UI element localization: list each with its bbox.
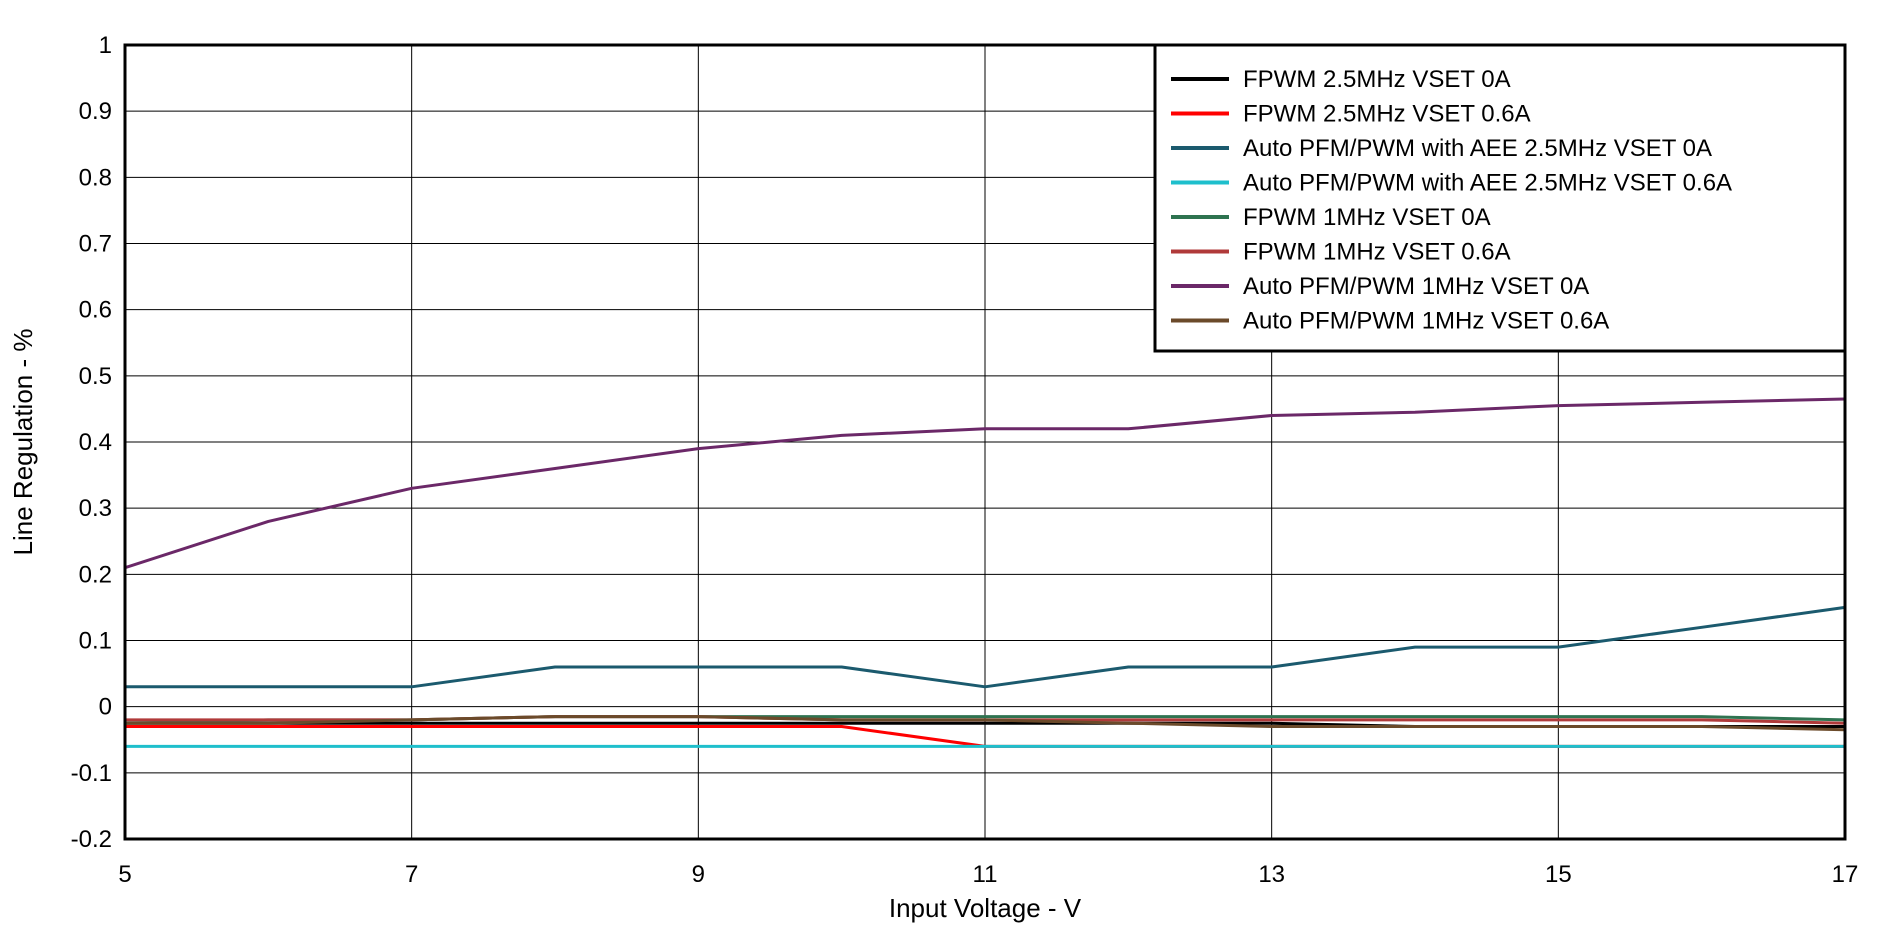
legend-label: Auto PFM/PWM with AEE 2.5MHz VSET 0.6A — [1243, 170, 1732, 197]
legend-label: FPWM 2.5MHz VSET 0A — [1243, 66, 1511, 93]
legend-label: FPWM 1MHz VSET 0A — [1243, 204, 1491, 231]
x-tick-label: 15 — [1545, 861, 1572, 888]
legend-label: Auto PFM/PWM with AEE 2.5MHz VSET 0A — [1243, 135, 1712, 162]
legend-label: FPWM 2.5MHz VSET 0.6A — [1243, 101, 1531, 128]
legend-label: FPWM 1MHz VSET 0.6A — [1243, 239, 1511, 266]
legend-label: Auto PFM/PWM 1MHz VSET 0.6A — [1243, 308, 1609, 335]
y-tick-label: 0.2 — [79, 561, 112, 588]
y-tick-label: 0.5 — [79, 363, 112, 390]
legend-box — [1153, 43, 1847, 353]
y-tick-label: -0.1 — [71, 760, 112, 787]
y-tick-label: 0.6 — [79, 297, 112, 324]
y-tick-label: 0.8 — [79, 164, 112, 191]
y-tick-label: -0.2 — [71, 826, 112, 853]
x-tick-label: 17 — [1832, 861, 1859, 888]
series-line-8 — [125, 715, 1846, 732]
y-tick-label: 0.1 — [79, 628, 112, 655]
y-tick-label: 0 — [99, 694, 112, 721]
tick-labels: 5 7 9 11 13 15 17 -0.2 -0.1 0 0.1 0.2 0.3 0.4 0.5 0.6 0.… — [71, 32, 1859, 888]
x-tick-label: 11 — [973, 861, 998, 888]
x-tick-label: 5 — [118, 861, 131, 888]
x-axis-title: Input Voltage - V — [889, 893, 1082, 923]
x-tick-label: 9 — [692, 861, 705, 888]
y-tick-label: 0.4 — [79, 429, 112, 456]
legend-label: Auto PFM/PWM 1MHz VSET 0A — [1243, 273, 1589, 300]
legend: FPWM 2.5MHz VSET 0A FPWM 2.5MHz VSET 0.6A… — [1153, 43, 1847, 353]
y-tick-label: 0.3 — [79, 495, 112, 522]
x-tick-label: 7 — [405, 861, 418, 888]
y-axis-title: Line Regulation - % — [8, 329, 38, 556]
y-tick-label: 0.9 — [79, 98, 112, 125]
series-line-7 — [124, 397, 1846, 570]
series-lines — [124, 397, 1846, 748]
x-tick-label: 13 — [1258, 861, 1285, 888]
series-line-3 — [125, 605, 1846, 689]
y-tick-label: 1 — [99, 32, 112, 59]
y-tick-label: 0.7 — [79, 231, 112, 258]
plot-frame — [123, 43, 1847, 841]
